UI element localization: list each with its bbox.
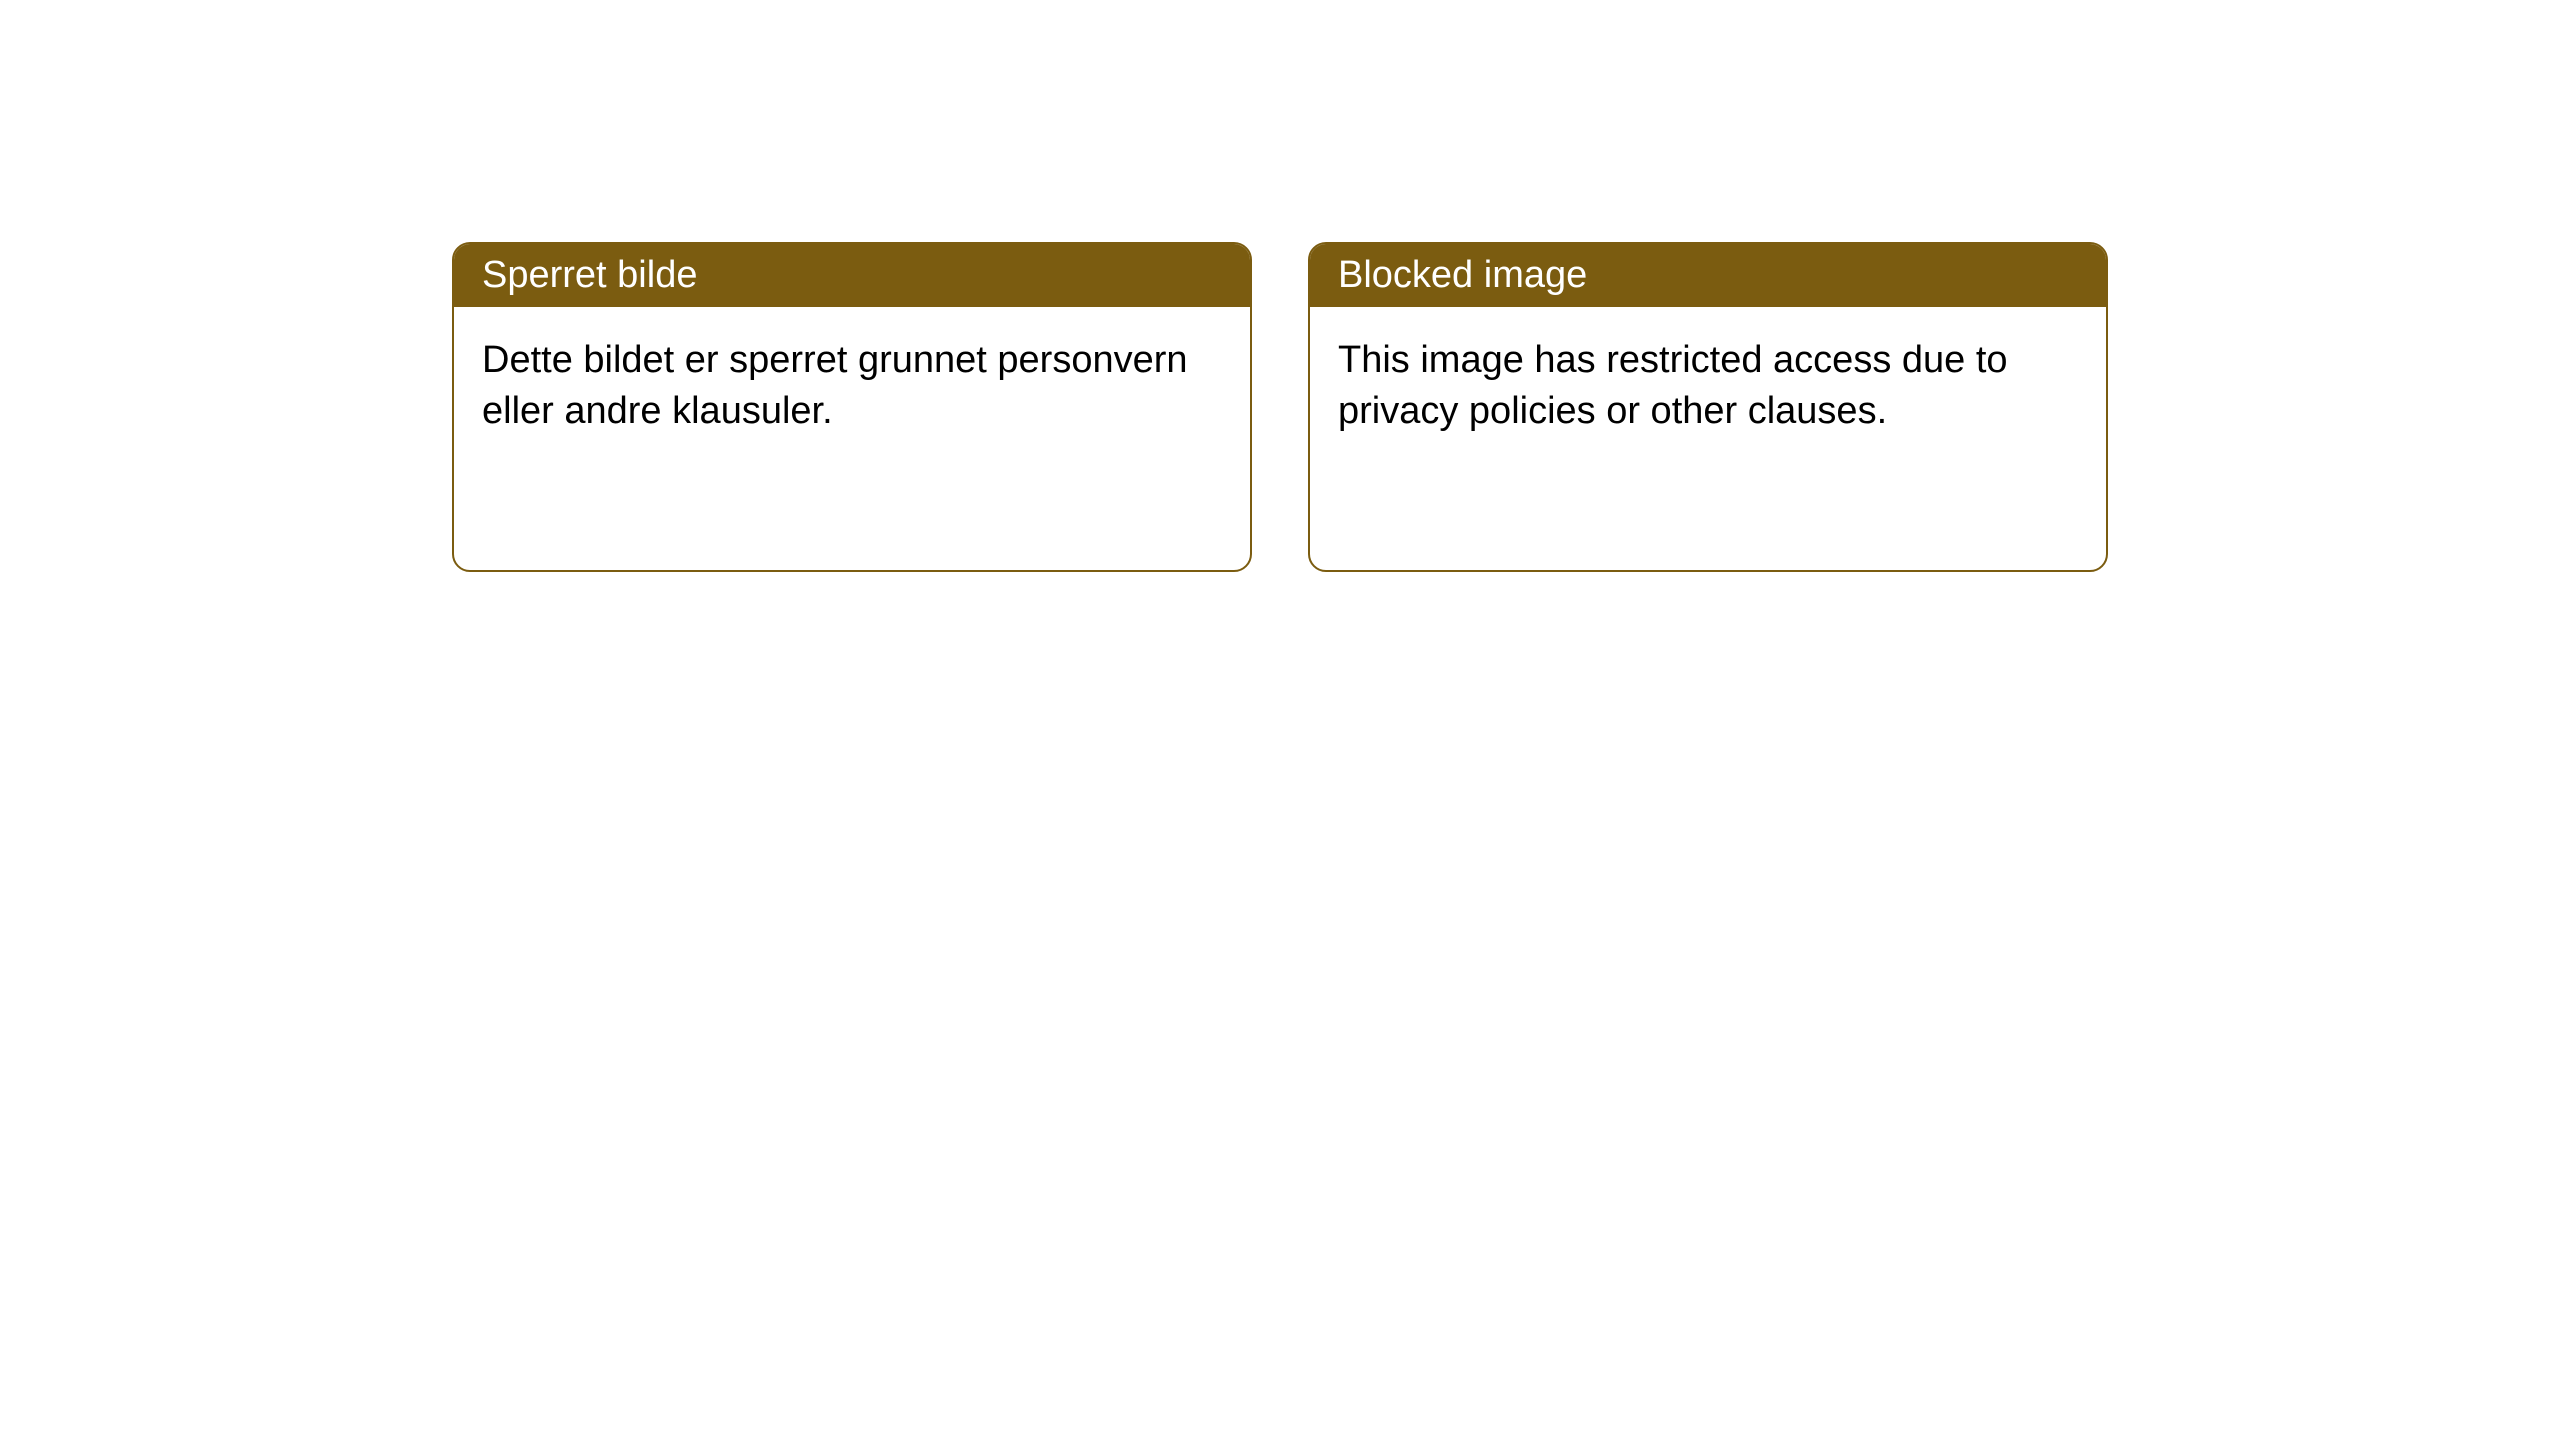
notice-body-text: This image has restricted access due to … xyxy=(1338,339,2008,432)
notice-card-english: Blocked image This image has restricted … xyxy=(1308,242,2108,572)
notice-header: Sperret bilde xyxy=(454,244,1250,307)
notice-header-text: Blocked image xyxy=(1338,254,1587,296)
notice-header: Blocked image xyxy=(1310,244,2106,307)
notice-body: This image has restricted access due to … xyxy=(1310,307,2106,466)
notice-card-norwegian: Sperret bilde Dette bildet er sperret gr… xyxy=(452,242,1252,572)
notice-header-text: Sperret bilde xyxy=(482,254,697,296)
notice-container: Sperret bilde Dette bildet er sperret gr… xyxy=(0,0,2560,572)
notice-body: Dette bildet er sperret grunnet personve… xyxy=(454,307,1250,466)
notice-body-text: Dette bildet er sperret grunnet personve… xyxy=(482,339,1188,432)
